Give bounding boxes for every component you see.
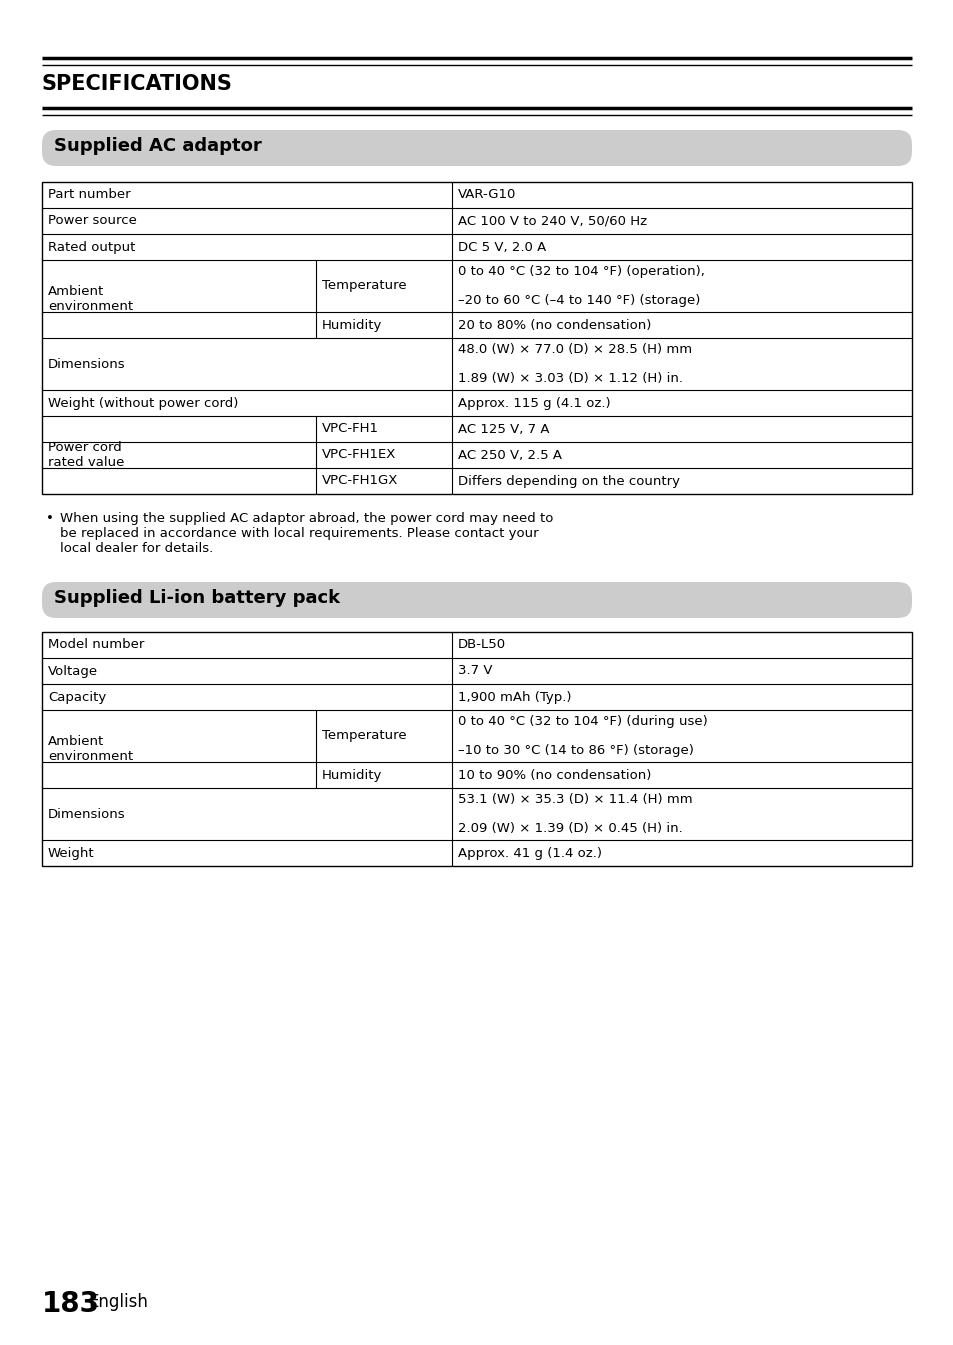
Text: VPC-FH1EX: VPC-FH1EX [322,448,395,461]
Text: VPC-FH1: VPC-FH1 [322,422,378,436]
Text: DC 5 V, 2.0 A: DC 5 V, 2.0 A [457,241,546,253]
Text: AC 250 V, 2.5 A: AC 250 V, 2.5 A [457,448,561,461]
Text: 10 to 90% (no condensation): 10 to 90% (no condensation) [457,768,651,781]
Text: Model number: Model number [48,639,144,651]
Bar [42,182,911,494]
Text: Part number: Part number [48,188,131,202]
Text: VAR-G10: VAR-G10 [457,188,516,202]
Text: Humidity: Humidity [322,319,382,331]
Text: •: • [46,512,53,525]
Text: 0 to 40 °C (32 to 104 °F) (during use): 0 to 40 °C (32 to 104 °F) (during use) [457,716,707,729]
Text: Power cord
rated value: Power cord rated value [48,441,124,469]
Text: 0 to 40 °C (32 to 104 °F) (operation),: 0 to 40 °C (32 to 104 °F) (operation), [457,265,704,278]
FancyBboxPatch shape [42,130,911,165]
Text: 48.0 (W) × 77.0 (D) × 28.5 (H) mm: 48.0 (W) × 77.0 (D) × 28.5 (H) mm [457,343,691,356]
Text: SPECIFICATIONS: SPECIFICATIONS [42,74,233,94]
Text: DB-L50: DB-L50 [457,639,506,651]
Text: Approx. 115 g (4.1 oz.): Approx. 115 g (4.1 oz.) [457,397,610,409]
Text: Differs depending on the country: Differs depending on the country [457,475,679,487]
Text: 2.09 (W) × 1.39 (D) × 0.45 (H) in.: 2.09 (W) × 1.39 (D) × 0.45 (H) in. [457,822,682,834]
Text: Ambient
environment: Ambient environment [48,734,133,763]
Text: –20 to 60 °C (–4 to 140 °F) (storage): –20 to 60 °C (–4 to 140 °F) (storage) [457,293,700,307]
Text: AC 125 V, 7 A: AC 125 V, 7 A [457,422,549,436]
Text: English: English [88,1293,148,1311]
Text: Weight: Weight [48,846,94,859]
Text: Rated output: Rated output [48,241,135,253]
Text: Approx. 41 g (1.4 oz.): Approx. 41 g (1.4 oz.) [457,846,601,859]
Text: 3.7 V: 3.7 V [457,664,492,678]
Text: Temperature: Temperature [322,280,406,292]
Text: Dimensions: Dimensions [48,807,126,820]
Text: Dimensions: Dimensions [48,358,126,370]
Text: Supplied Li-ion battery pack: Supplied Li-ion battery pack [54,589,340,607]
Text: Capacity: Capacity [48,690,106,703]
Text: 53.1 (W) × 35.3 (D) × 11.4 (H) mm: 53.1 (W) × 35.3 (D) × 11.4 (H) mm [457,794,692,807]
Text: –10 to 30 °C (14 to 86 °F) (storage): –10 to 30 °C (14 to 86 °F) (storage) [457,744,693,756]
Text: Supplied AC adaptor: Supplied AC adaptor [54,137,261,155]
Text: Ambient
environment: Ambient environment [48,285,133,313]
Text: 1.89 (W) × 3.03 (D) × 1.12 (H) in.: 1.89 (W) × 3.03 (D) × 1.12 (H) in. [457,371,682,385]
Bar [42,632,911,866]
Text: Power source: Power source [48,214,136,227]
Text: VPC-FH1GX: VPC-FH1GX [322,475,398,487]
Text: 1,900 mAh (Typ.): 1,900 mAh (Typ.) [457,690,571,703]
Text: Humidity: Humidity [322,768,382,781]
Text: Weight (without power cord): Weight (without power cord) [48,397,238,409]
Text: Voltage: Voltage [48,664,98,678]
Text: AC 100 V to 240 V, 50/60 Hz: AC 100 V to 240 V, 50/60 Hz [457,214,646,227]
Text: Temperature: Temperature [322,729,406,742]
Text: 183: 183 [42,1290,100,1318]
Text: 20 to 80% (no condensation): 20 to 80% (no condensation) [457,319,651,331]
FancyBboxPatch shape [42,582,911,617]
Text: When using the supplied AC adaptor abroad, the power cord may need to
be replace: When using the supplied AC adaptor abroa… [60,512,553,555]
